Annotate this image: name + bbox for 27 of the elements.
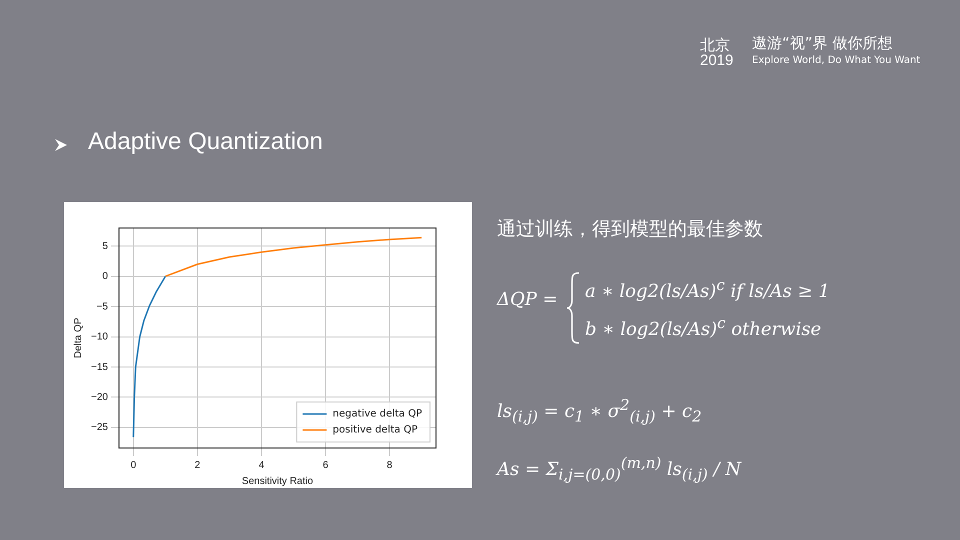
y-tick-label: −5: [96, 301, 108, 312]
text: Explore World, Do What You Want: [752, 55, 920, 66]
x-tick-label: 0: [130, 460, 137, 471]
legend-label: positive delta QP: [332, 424, 418, 436]
text: 北京: [700, 36, 730, 54]
text: 遨游“视”界 做你所想: [752, 34, 892, 53]
text: a ∗ log2(ls/As)$^{c}$ if ls/As ≥ 1: [585, 276, 830, 302]
text: b ∗ log2(ls/As)$^{c}$ otherwise: [585, 314, 822, 340]
text: 通过训练，得到模型的最佳参数: [497, 217, 763, 242]
legend-label: negative delta QP: [332, 408, 422, 420]
x-tick-label: 4: [258, 460, 265, 471]
text: As = Σ$_{i,j=(0,0)}$$^{(m,n)}$ ls$_{(i,j)}$ / N: [497, 454, 742, 484]
y-tick-label: 0: [102, 271, 108, 282]
text: ΔQP =: [497, 289, 558, 310]
y-axis-title: Delta QP: [72, 317, 84, 358]
text: 2019: [700, 52, 734, 69]
x-tick-label: 2: [194, 460, 201, 471]
y-tick-label: 5: [102, 240, 108, 252]
y-tick-label: −15: [90, 362, 108, 373]
text: ls$_{(i,j)}$ = c$_{1}$ ∗ σ$^{2}$$_{(i,j)}$ + c$_{2}$: [497, 396, 702, 426]
x-tick-label: 6: [322, 460, 329, 471]
x-tick-label: 8: [386, 460, 393, 471]
y-tick-label: −25: [90, 422, 108, 434]
y-tick-label: −10: [90, 332, 108, 343]
chart-title: Adaptive Quantization: [88, 128, 323, 156]
y-tick-label: −20: [90, 392, 108, 403]
x-axis-title: Sensitivity Ratio: [242, 476, 314, 487]
